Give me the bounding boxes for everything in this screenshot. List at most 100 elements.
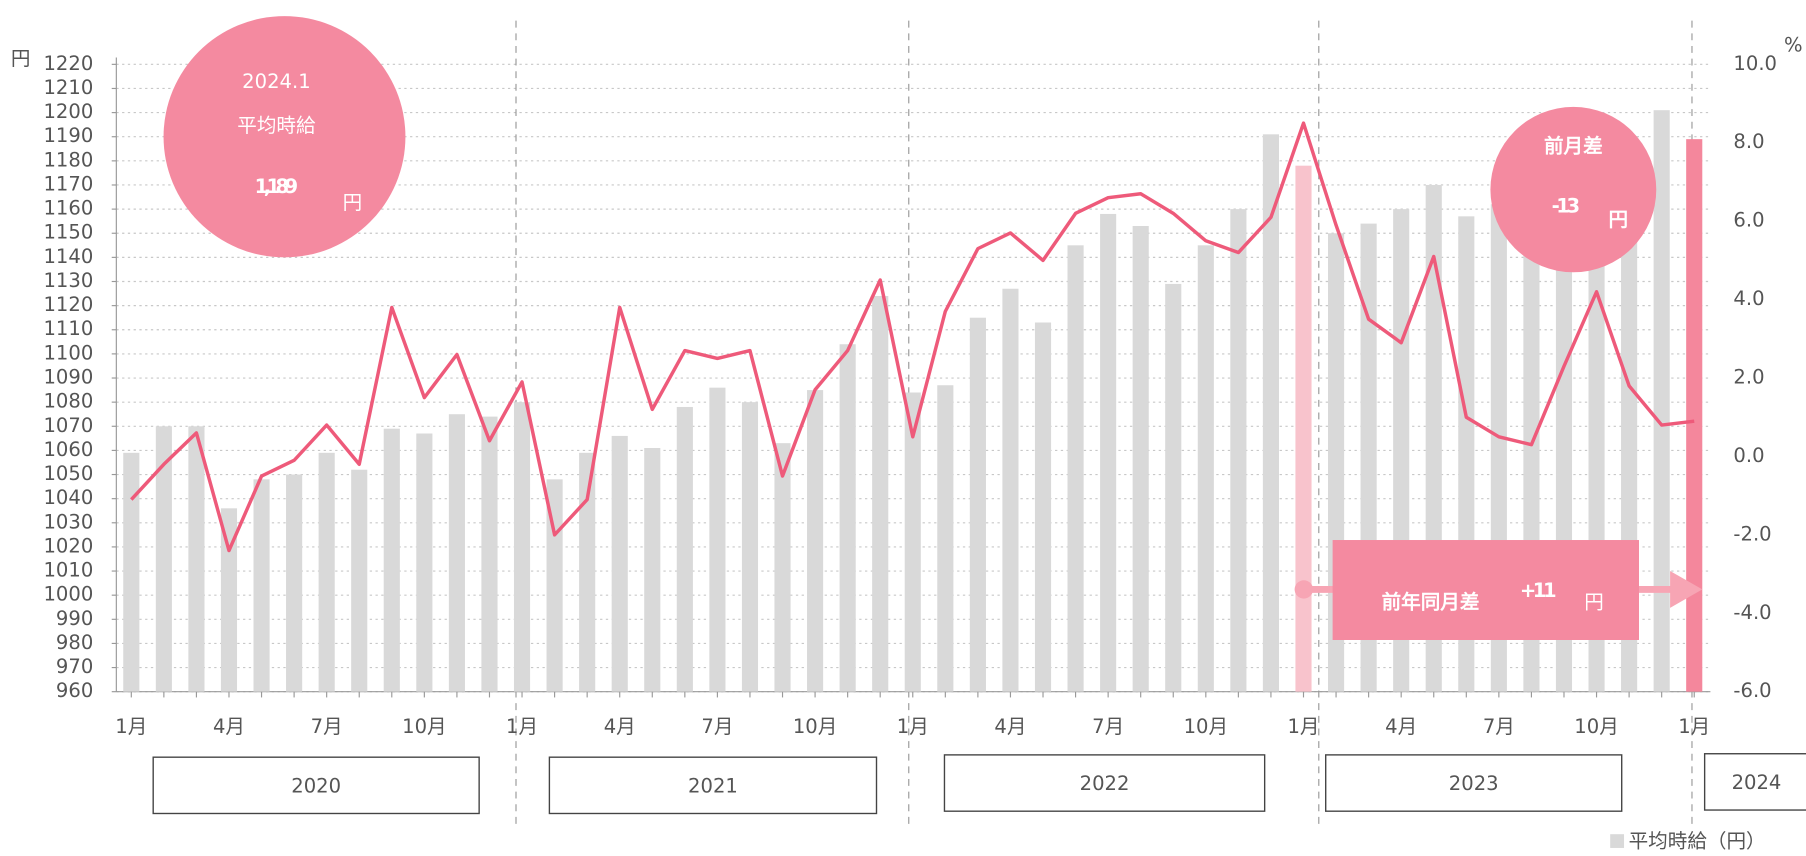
bar bbox=[188, 426, 205, 692]
y2-unit: % bbox=[1784, 33, 1803, 56]
y-tick-label: 990 bbox=[56, 607, 93, 630]
bar bbox=[416, 433, 433, 692]
y2-tick-label: -6.0 bbox=[1733, 679, 1771, 702]
legend-swatch bbox=[1610, 834, 1625, 848]
y-tick-label: 1220 bbox=[43, 52, 93, 75]
y-tick-label: 1070 bbox=[43, 414, 93, 437]
y2-tick-label: -2.0 bbox=[1733, 522, 1771, 545]
bar bbox=[1132, 226, 1149, 692]
x-tick-label: 4月 bbox=[604, 715, 636, 738]
y-tick-label: 1040 bbox=[43, 486, 93, 509]
y-tick-label: 1010 bbox=[43, 559, 93, 582]
yoy-value: +11 bbox=[1520, 579, 1556, 602]
bar bbox=[351, 469, 368, 692]
y-tick-label: 1170 bbox=[43, 173, 93, 196]
y-tick-label: 1020 bbox=[43, 534, 93, 557]
y-tick-label: 1060 bbox=[43, 438, 93, 461]
x-tick-label: 7月 bbox=[1483, 715, 1515, 738]
x-tick-label: 7月 bbox=[311, 715, 343, 738]
bar bbox=[253, 479, 270, 692]
y-tick-label: 1130 bbox=[43, 269, 93, 292]
x-tick-label: 1月 bbox=[115, 715, 147, 738]
year-box bbox=[1325, 754, 1623, 812]
x-tick-label: 10月 bbox=[1184, 715, 1228, 738]
y-tick-label: 1090 bbox=[43, 366, 93, 389]
x-tick-label: 10月 bbox=[793, 715, 837, 738]
mom-value: -13 bbox=[1552, 194, 1580, 217]
bar bbox=[839, 344, 856, 692]
bar bbox=[644, 447, 661, 692]
x-tick-label: 7月 bbox=[701, 715, 733, 738]
badge-unit: 円 bbox=[343, 191, 363, 214]
bar bbox=[383, 428, 400, 692]
yoy-arrowhead bbox=[1670, 571, 1703, 608]
yoy-label: 前年同月差 bbox=[1382, 591, 1480, 614]
y-tick-label: 980 bbox=[56, 631, 93, 654]
year-box bbox=[943, 754, 1266, 812]
bar bbox=[220, 508, 238, 692]
bar bbox=[481, 416, 498, 692]
bar bbox=[1034, 322, 1052, 692]
y-tick-label: 1210 bbox=[43, 76, 93, 99]
yoy-unit: 円 bbox=[1584, 591, 1604, 614]
bar bbox=[1262, 134, 1280, 692]
bar bbox=[611, 435, 628, 692]
x-tick-label: 1月 bbox=[897, 715, 929, 738]
y-tick-label: 970 bbox=[56, 655, 93, 678]
yoy-box bbox=[1332, 540, 1639, 640]
y-tick-label: 1030 bbox=[43, 510, 93, 533]
y-tick-label: 1150 bbox=[43, 221, 93, 244]
bar bbox=[1686, 139, 1703, 692]
bar bbox=[1230, 209, 1247, 692]
bar bbox=[1002, 288, 1019, 692]
current-badge bbox=[163, 16, 406, 258]
y2-tick-label: 4.0 bbox=[1733, 287, 1764, 310]
bar bbox=[741, 402, 759, 692]
bar bbox=[1295, 165, 1312, 692]
bar bbox=[448, 414, 465, 692]
y-tick-label: 1160 bbox=[43, 197, 93, 220]
y-tick-label: 1050 bbox=[43, 462, 93, 485]
y2-tick-label: 8.0 bbox=[1733, 130, 1764, 153]
y2-tick-label: 2.0 bbox=[1733, 366, 1764, 389]
y-unit: 円 bbox=[11, 47, 31, 70]
bar bbox=[1165, 283, 1182, 692]
bar bbox=[872, 295, 889, 692]
year-label: 2020 bbox=[291, 775, 341, 798]
y2-tick-label: -4.0 bbox=[1733, 601, 1771, 624]
bar bbox=[1100, 213, 1117, 692]
x-tick-label: 10月 bbox=[1574, 715, 1618, 738]
badge-value: 1,189 bbox=[255, 175, 298, 198]
year-box bbox=[1703, 753, 1806, 811]
bar bbox=[286, 474, 303, 692]
bar bbox=[579, 452, 596, 692]
yoy-dot bbox=[1294, 580, 1314, 599]
badge-period: 2024.1 bbox=[242, 70, 310, 93]
year-label: 2023 bbox=[1449, 772, 1499, 795]
bar bbox=[774, 443, 791, 692]
bar bbox=[155, 426, 172, 692]
y2-tick-label: 0.0 bbox=[1733, 444, 1764, 467]
line bbox=[130, 121, 1695, 553]
y-tick-label: 1120 bbox=[43, 293, 93, 316]
x-tick-label: 10月 bbox=[402, 715, 446, 738]
bar bbox=[709, 387, 726, 692]
y-tick-label: 1190 bbox=[43, 124, 93, 147]
y-tick-label: 1100 bbox=[43, 341, 93, 364]
y2-tick-label: 6.0 bbox=[1733, 209, 1764, 232]
x-tick-label: 7月 bbox=[1092, 715, 1124, 738]
bar bbox=[904, 392, 921, 692]
bar bbox=[807, 390, 824, 692]
y-tick-label: 1200 bbox=[43, 100, 93, 123]
bar bbox=[1067, 245, 1084, 692]
legend-label: 平均時給（円） bbox=[1629, 830, 1766, 853]
y-tick-label: 1080 bbox=[43, 390, 93, 413]
year-box bbox=[152, 756, 480, 815]
x-tick-label: 1月 bbox=[506, 715, 538, 738]
x-tick-label: 4月 bbox=[213, 715, 245, 738]
y-tick-label: 1110 bbox=[43, 317, 93, 340]
year-label: 2021 bbox=[688, 775, 738, 798]
y-tick-label: 1140 bbox=[43, 245, 93, 268]
